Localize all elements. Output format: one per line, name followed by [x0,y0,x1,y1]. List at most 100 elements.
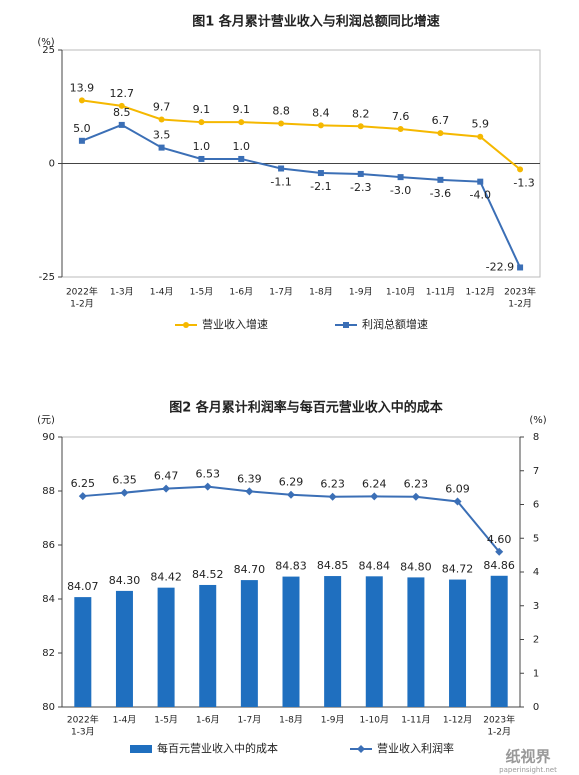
bar [324,576,342,707]
legend-marker [343,322,349,328]
point [78,492,87,501]
x-tick-label: 1-4月 [113,715,137,726]
point [198,119,205,126]
y-unit: (元) [37,415,55,426]
point [437,130,444,137]
value-label: 9.7 [153,100,171,113]
y-tick-label: 80 [42,702,55,713]
watermark-brand: 纸视界 [505,748,550,766]
value-label: 12.7 [110,87,135,100]
chart-title: 图2 各月累计利润率与每百元营业收入中的成本 [169,400,443,416]
point [78,97,85,104]
x-tick-label: 1-7月 [269,287,293,298]
value-label: 6.23 [404,478,429,491]
point [120,488,129,497]
y2-tick-label: 8 [533,432,539,443]
value-label: 6.09 [445,482,470,495]
y-tick-label: -25 [39,272,55,283]
value-label: 8.8 [272,105,290,118]
x-tick-label: 1-3月 [71,727,95,738]
bar [365,576,383,707]
x-tick-label: 1-10月 [360,715,389,726]
bar [199,584,217,707]
bar [449,579,467,707]
value-label: 6.24 [362,477,387,490]
point [238,155,245,162]
value-label: 9.1 [233,103,251,116]
x-tick-label: 1-12月 [466,287,495,298]
point [517,264,524,271]
value-label: 84.72 [442,563,474,576]
value-label: 8.4 [312,106,330,119]
x-tick-label: 2023年 [504,286,536,298]
value-label: 84.07 [67,580,99,593]
value-label: 6.23 [320,478,345,491]
x-tick-label: 1-9月 [321,715,345,726]
point [411,492,420,501]
value-label: -2.1 [310,180,331,193]
x-tick-label: 1-6月 [229,287,253,298]
x-tick-label: 1-3月 [110,287,134,298]
y2-tick-label: 5 [533,533,539,544]
x-tick-label: 2022年 [67,714,99,726]
x-tick-label: 1-11月 [401,715,430,726]
y2-tick-label: 0 [533,702,539,713]
point [437,176,444,183]
x-tick-label: 1-11月 [426,287,455,298]
x-tick-label: 1-9月 [349,287,373,298]
line [81,99,521,171]
point [203,482,212,491]
legend-label: 营业收入利润率 [377,741,454,755]
x-tick-label: 1-2月 [508,299,532,310]
y-tick-label: 88 [42,486,55,497]
y2-tick-label: 2 [533,635,539,646]
legend-swatch [130,745,152,753]
value-label: 6.39 [237,472,262,485]
point [78,137,85,144]
point [278,165,285,172]
value-label: 1.0 [233,140,251,153]
value-label: -1.1 [270,175,291,188]
value-label: 84.42 [150,571,182,584]
point [162,484,171,493]
x-tick-label: 2022年 [66,286,98,298]
y2-tick-label: 4 [533,567,539,578]
x-tick-label: 1-8月 [309,287,333,298]
x-tick-label: 1-4月 [150,287,174,298]
y2-tick-label: 1 [533,668,539,679]
point [370,492,379,501]
x-tick-label: 1-12月 [443,715,472,726]
point [317,170,324,177]
bar [157,587,175,707]
bar [74,597,92,707]
point [278,120,285,127]
x-tick-label: 1-8月 [279,715,303,726]
value-label: -3.6 [430,187,451,200]
point [317,122,324,129]
point [158,144,165,151]
y2-unit: (%) [529,415,546,426]
x-tick-label: 1-10月 [386,287,415,298]
point [118,102,125,109]
value-label: 6.7 [432,114,450,127]
x-tick-label: 1-2月 [70,299,94,310]
y2-tick-label: 3 [533,601,539,612]
y2-tick-label: 7 [533,466,539,477]
x-tick-label: 1-2月 [487,727,511,738]
y-tick-label: 25 [42,45,55,56]
value-label: 6.53 [195,468,220,481]
bar [490,575,508,707]
x-tick-label: 1-5月 [190,287,214,298]
value-label: 84.70 [234,563,266,576]
x-tick-label: 1-6月 [196,715,220,726]
value-label: -4.0 [470,189,491,202]
line [81,123,521,268]
value-label: 84.30 [109,574,141,587]
bar [407,577,425,707]
value-label: 3.5 [153,129,171,142]
value-label: 6.35 [112,474,137,487]
point [287,490,295,499]
value-label: 9.1 [193,103,211,116]
legend-label: 利润总额增速 [362,317,428,331]
